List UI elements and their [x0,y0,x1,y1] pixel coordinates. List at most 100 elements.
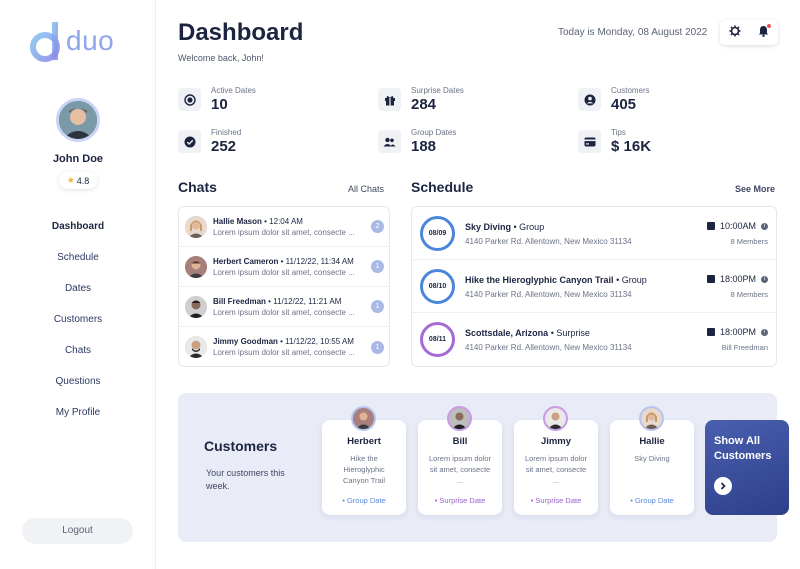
avatar [185,255,207,278]
settings-button[interactable] [720,20,749,45]
chat-preview: Lorem ipsum dolor sit amet, consecte ... [213,227,355,237]
calendar-icon [706,222,715,230]
logout-button[interactable]: Logout [22,518,133,544]
schedule-item[interactable]: 08/10 Hike the Hieroglyphic Canyon Trail… [412,260,776,313]
chat-time: • 11/12/22, 11:21 AM [268,296,342,306]
customer-card[interactable]: Hallie Sky Diving • Group Date [610,406,694,515]
schedule-title: Schedule [411,179,474,195]
stat-label: Customers [611,86,650,95]
event-title: Sky Diving [465,222,512,232]
chats-title: Chats [178,179,217,195]
stat-label: Group Dates [411,128,457,137]
gear-icon [729,24,741,42]
event-address: 4140 Parker Rd. Allentown, New Mexico 31… [465,290,632,299]
current-date: Today is Monday, 08 August 2022 [558,27,708,38]
avatar [351,406,376,431]
event-time: 18:00PM [719,327,756,337]
chat-time: • 11/12/22, 11:34 AM [280,256,354,266]
brand-name: duo [66,25,115,56]
info-icon[interactable]: i [761,275,768,283]
event-time: 10:00AM [719,221,756,231]
chats-list: Hallie Mason • 12:04 AM Lorem ipsum dolo… [178,206,390,367]
customers-title: Customers [204,438,278,454]
customer-date-type: • Surprise Date [530,496,582,505]
customers-panel: Customers Your customers this week. Herb… [178,393,789,542]
schedule-item[interactable]: 08/09 Sky Diving • Group 4140 Parker Rd.… [412,207,776,260]
stat-value: $ 16K [611,138,652,155]
page-title: Dashboard [178,19,304,46]
brand-logo[interactable]: duo [30,20,114,62]
all-chats-link[interactable]: All Chats [348,184,385,194]
customer-desc: Lorem ipsum dolor sit amet, consecte ... [428,454,492,485]
show-all-label: Show All Customers [714,435,772,462]
event-address: 4140 Parker Rd. Allentown, New Mexico 31… [465,237,632,246]
rating-value: 4.8 [76,175,90,186]
avatar [543,406,568,431]
chat-time: • 12:04 AM [264,216,303,226]
info-icon[interactable]: i [761,328,768,336]
chat-preview: Lorem ipsum dolor sit amet, consecte ... [213,348,355,357]
customer-card[interactable]: Herbert Hike the Hieroglyphic Canyon Tra… [322,406,406,515]
bell-icon [758,24,769,42]
date-badge: 08/09 [420,216,455,251]
nav-dates[interactable]: Dates [64,283,92,294]
see-more-link[interactable]: See More [735,184,776,194]
chat-item[interactable]: Hallie Mason • 12:04 AM Lorem ipsum dolo… [179,207,389,247]
customer-card[interactable]: Bill Lorem ipsum dolor sit amet, consect… [418,406,502,515]
chat-time: • 11/12/22, 10:55 AM [280,337,354,346]
nav-dashboard[interactable]: Dashboard [51,221,105,232]
stat-value: 284 [411,96,437,113]
customer-name: Hallie [639,436,665,447]
notifications-button[interactable] [749,20,778,45]
nav-questions[interactable]: Questions [55,376,101,387]
stat-tips: Tips $ 16K [578,128,651,156]
customers-subtitle: Your customers this week. [206,468,285,491]
stat-customers: Customers 405 [578,86,650,114]
event-time: 18:00PM [719,274,756,284]
stat-value: 10 [211,96,228,113]
stat-value: 405 [611,96,637,113]
check-icon [178,130,201,153]
duo-logo-icon [30,20,64,62]
group-icon [378,130,401,153]
user-avatar[interactable] [56,98,100,142]
event-members: 8 Members [730,290,768,299]
nav-my-profile[interactable]: My Profile [55,407,101,418]
chat-item[interactable]: Jimmy Goodman • 11/12/22, 10:55 AM Lorem… [179,327,389,367]
chat-preview: Lorem ipsum dolor sit amet, consecte ... [213,267,355,277]
welcome-message: Welcome back, John! [178,53,264,63]
customer-date-type: • Group Date [342,496,386,505]
chat-name: Hallie Mason [213,216,262,226]
nav-schedule[interactable]: Schedule [57,252,99,263]
info-icon[interactable]: i [761,222,768,230]
chat-name: Jimmy Goodman [213,337,278,346]
event-address: 4140 Parker Rd. Allentown, New Mexico 31… [465,343,632,352]
nav-customers[interactable]: Customers [53,314,103,325]
customer-card[interactable]: Jimmy Lorem ipsum dolor sit amet, consec… [514,406,598,515]
unread-badge: 1 [371,260,384,273]
sidebar-nav: Dashboard Schedule Dates Customers Chats… [0,218,156,435]
schedule-item[interactable]: 08/11 Scottsdale, Arizona • Surprise 414… [412,313,776,366]
stat-label: Active Dates [211,86,256,95]
stat-label: Surprise Dates [411,86,464,95]
customer-date-type: • Group Date [630,496,674,505]
event-host: Bill Freedman [721,343,768,352]
customer-desc: Hike the Hieroglyphic Canyon Trail [342,454,386,485]
stat-finished: Finished 252 [178,128,241,156]
event-type: • Surprise [550,328,590,338]
calendar-icon [706,275,715,283]
chat-item[interactable]: Herbert Cameron • 11/12/22, 11:34 AM Lor… [179,247,389,287]
customer-date-type: • Surprise Date [434,496,486,505]
nav-chats[interactable]: Chats [64,345,92,356]
stat-value: 252 [211,138,237,155]
chat-item[interactable]: Bill Freedman • 11/12/22, 11:21 AM Lorem… [179,287,389,327]
user-rating: ★ 4.8 [59,172,97,189]
stat-group-dates: Group Dates 188 [378,128,456,156]
show-all-customers-button[interactable]: Show All Customers [705,420,789,515]
unread-badge: 1 [371,300,384,313]
unread-badge: 2 [371,220,384,233]
customer-name: Herbert [347,436,381,447]
avatar [185,215,207,238]
customer-desc: Sky Diving [634,454,670,463]
